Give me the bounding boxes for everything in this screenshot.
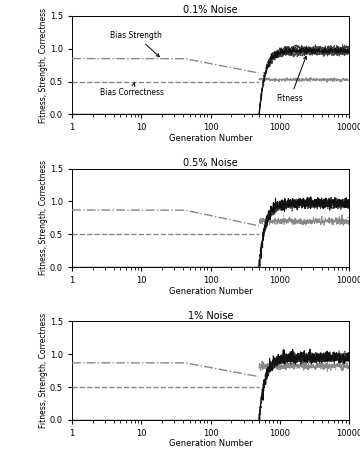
Y-axis label: Fitness, Strength, Correctness: Fitness, Strength, Correctness (40, 8, 49, 123)
X-axis label: Generation Number: Generation Number (169, 134, 252, 143)
Title: 0.5% Noise: 0.5% Noise (183, 158, 238, 168)
X-axis label: Generation Number: Generation Number (169, 439, 252, 449)
Text: Bias Strength: Bias Strength (110, 30, 162, 57)
X-axis label: Generation Number: Generation Number (169, 286, 252, 296)
Y-axis label: Fitness, Strength, Correctness: Fitness, Strength, Correctness (40, 160, 49, 276)
Title: 0.1% Noise: 0.1% Noise (183, 5, 238, 15)
Title: 1% Noise: 1% Noise (188, 311, 233, 321)
Text: Bias Correctness: Bias Correctness (100, 82, 163, 97)
Text: Fitness: Fitness (277, 56, 306, 104)
Y-axis label: Fitness, Strength, Correctness: Fitness, Strength, Correctness (40, 313, 49, 428)
